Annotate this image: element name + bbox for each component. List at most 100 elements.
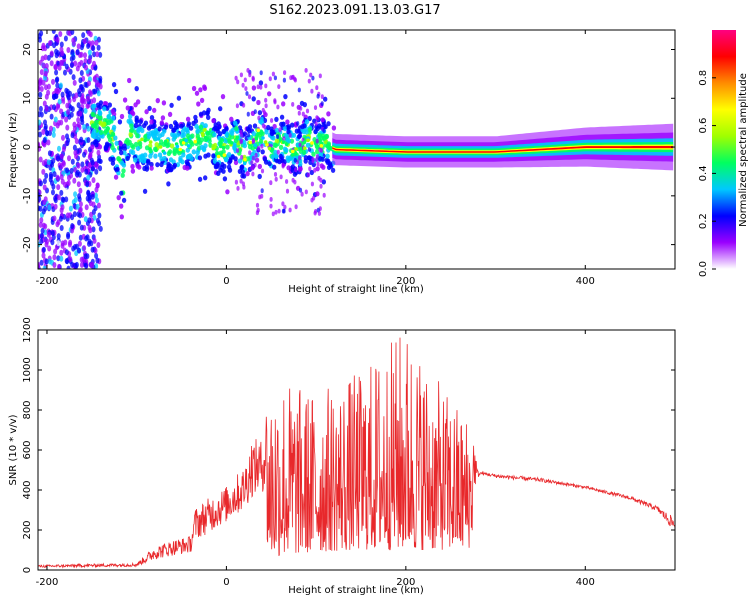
spectrogram-cell: [291, 149, 295, 154]
spectrogram-cell: [130, 109, 135, 116]
spectrogram-cell: [83, 58, 88, 64]
spectrogram-cell: [233, 159, 239, 166]
spectrogram-cell: [38, 205, 43, 212]
spectrogram-cell: [291, 132, 297, 138]
spectrogram-cell: [251, 75, 255, 81]
spectrogram-cell: [70, 30, 75, 35]
spectrogram-cell: [167, 149, 173, 155]
spectrogram-cell: [235, 103, 239, 109]
spectrogram-cell: [241, 82, 245, 88]
spectrogram-cell: [75, 49, 80, 55]
spectrogram-cell: [282, 146, 288, 152]
spectrogram-cell: [257, 173, 262, 180]
spectrogram-cell: [315, 191, 320, 197]
spectrogram-cell: [309, 169, 314, 176]
spectrogram-cell: [78, 187, 83, 194]
spectrogram-cell: [64, 249, 69, 256]
spectrogram-cell: [44, 93, 49, 100]
spectrogram-cell: [269, 197, 273, 202]
spectrogram-cell: [77, 196, 82, 203]
spectrogram-cell: [290, 122, 295, 128]
spectrogram-cell: [121, 168, 126, 174]
spectrogram-cell: [167, 111, 173, 117]
spectrogram-cell: [87, 238, 92, 245]
spectrogram-cell: [169, 143, 175, 149]
spectrogram-cell: [161, 100, 167, 106]
spectrogram-cell: [113, 174, 119, 180]
spectrogram-cell: [274, 127, 280, 133]
spectrogram-cell: [278, 144, 284, 150]
spectrogram-cell: [303, 146, 307, 150]
spectrogram-cell: [196, 101, 201, 107]
spectrogram-cell: [259, 70, 263, 76]
spectrogram-cell: [148, 140, 153, 144]
spectrogram-cell: [82, 245, 87, 252]
spectrogram-cell: [205, 110, 210, 116]
spectrogram-cell: [240, 154, 244, 160]
spectrogram-cell: [184, 138, 188, 143]
spectrogram-cell: [264, 97, 268, 103]
spectrogram-cell: [239, 139, 243, 145]
spectrogram-cell: [98, 100, 104, 106]
spectrogram-cell: [264, 103, 268, 109]
spectrogram-cell: [90, 261, 94, 268]
spectrogram-cell: [181, 141, 186, 145]
spectrogram-cell: [221, 149, 226, 155]
spectrogram-cell: [159, 139, 164, 145]
spectrogram-cell: [288, 132, 292, 138]
spectrogram-cell: [253, 143, 257, 147]
spectrogram-cell: [77, 171, 82, 178]
spectrogram-cell: [163, 139, 168, 144]
spectrogram-cell: [96, 82, 101, 88]
spectrogram-cell: [300, 191, 304, 197]
spectrogram-cell: [258, 80, 264, 86]
spectrogram-cell: [90, 123, 96, 129]
spectrogram-cell: [278, 127, 282, 133]
spectrogram-cell: [247, 94, 252, 100]
spectrogram-cell: [148, 147, 152, 151]
spectrogram-cell: [160, 115, 166, 121]
spectrogram-cell: [271, 135, 276, 141]
spectrogram-cell: [203, 127, 207, 132]
spectrogram-cell: [76, 117, 81, 123]
spectrogram-cell: [39, 217, 44, 224]
spectrogram-cell: [285, 119, 290, 125]
spectrogram-cell: [70, 106, 75, 113]
spectrogram-cell: [43, 75, 47, 82]
spectrogram-cell: [90, 166, 96, 172]
spectrogram-cell: [273, 75, 277, 81]
spectrogram-cell: [79, 261, 84, 268]
spectrogram-cell: [94, 168, 99, 175]
spectrogram-cell: [49, 60, 54, 67]
spectrogram-cell: [87, 49, 92, 56]
spectrogram-cell: [236, 186, 240, 191]
colorbar-tick-label: 0.8: [698, 70, 709, 86]
spectrogram-cell: [307, 127, 312, 133]
spectrogram-cell: [92, 237, 97, 244]
spectrogram-cell: [186, 144, 191, 148]
spectrogram-cell: [140, 137, 144, 142]
spectrogram-cell: [166, 181, 171, 187]
spectrogram-cell: [197, 176, 203, 182]
spectrogram-cell: [306, 172, 310, 178]
spectrogram-cell: [185, 161, 190, 167]
spectrogram-cell: [85, 103, 90, 110]
spectrogram-cell: [282, 77, 286, 83]
spectrogram-cell: [252, 138, 256, 143]
spectrogram-cell: [66, 109, 71, 115]
spectrogram-cell: [304, 129, 309, 135]
spectrogram-cell: [39, 232, 44, 239]
spectrogram-cell: [317, 156, 323, 162]
spectrogram-cell: [120, 172, 125, 178]
spectrogram-cell: [181, 152, 186, 158]
spectrogram-cell: [80, 86, 85, 93]
spectrogram-cell: [317, 175, 321, 181]
spectrogram-cell: [191, 120, 196, 126]
spectrogram-cell: [244, 86, 248, 91]
spectrogram-cell: [114, 140, 119, 146]
spectrogram-cell: [56, 240, 61, 247]
spectrogram-cell: [291, 177, 295, 183]
snr-ytick-label: 800: [22, 400, 33, 419]
spectrogram-cell: [38, 196, 42, 202]
spectrogram-cell: [203, 143, 208, 149]
